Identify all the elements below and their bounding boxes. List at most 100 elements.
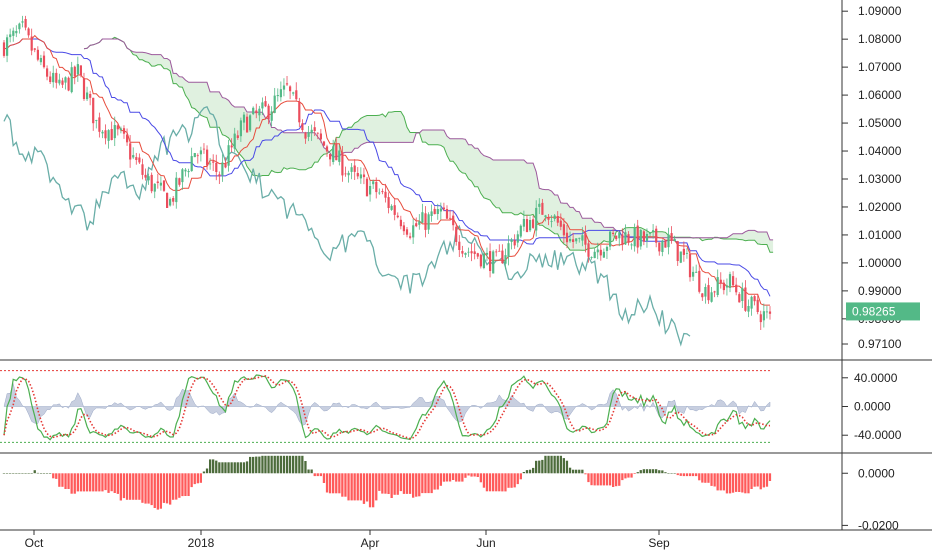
histogram-bar <box>648 469 652 474</box>
histogram-bar <box>98 473 101 492</box>
candle-body <box>221 162 224 176</box>
x-tick-label: Apr <box>361 536 380 550</box>
histogram-bar <box>488 473 492 492</box>
candle-body <box>507 243 510 257</box>
histogram-bar <box>252 456 255 474</box>
candle-body <box>473 251 476 254</box>
y-tick-label: 0.99000 <box>858 284 902 298</box>
histogram-bar <box>408 473 412 494</box>
candle-body <box>89 94 92 98</box>
histogram-bar <box>448 473 452 482</box>
candle-body <box>86 92 89 100</box>
senkou-span-a-line <box>83 36 774 253</box>
candle-body <box>427 214 430 230</box>
candle-body <box>430 211 433 216</box>
candle-body <box>433 208 436 215</box>
candle-body <box>292 92 295 94</box>
histogram-bar <box>372 473 375 508</box>
candle-body <box>445 209 449 219</box>
candle-body <box>329 154 332 160</box>
candle-body <box>178 178 181 185</box>
candle-body <box>2 42 6 56</box>
histogram-bar <box>73 473 76 494</box>
candle-body <box>569 239 572 242</box>
histogram-bar <box>307 469 310 474</box>
candle-body <box>553 215 556 219</box>
histogram-bar <box>768 473 772 481</box>
candle-body <box>642 231 645 242</box>
candle-body <box>276 95 279 97</box>
candle-body <box>325 146 329 152</box>
candle-body <box>624 232 627 245</box>
candle-body <box>82 78 86 99</box>
candle-body <box>375 181 378 193</box>
candle-body <box>52 72 55 83</box>
candle-body <box>747 306 750 312</box>
candle-body <box>126 134 129 143</box>
candle-body <box>482 253 485 268</box>
histogram-bar <box>24 473 27 474</box>
histogram-bar <box>249 456 252 474</box>
candle-body <box>73 66 76 77</box>
candle-body <box>147 176 150 181</box>
candle-body <box>470 251 473 254</box>
histogram-bar <box>396 473 399 495</box>
histogram-bar <box>522 472 525 474</box>
candle-body <box>365 178 369 197</box>
histogram-bar <box>528 469 532 474</box>
histogram-bar <box>33 470 36 474</box>
candle-body <box>618 232 621 239</box>
histogram-bar <box>138 473 141 500</box>
histogram-bar <box>92 473 95 492</box>
y-tick-label: 1.05000 <box>858 116 902 130</box>
histogram-bar <box>722 473 725 491</box>
candle-body <box>70 67 73 93</box>
candle-body <box>39 58 42 63</box>
candle-body <box>609 231 612 247</box>
candle-body <box>9 34 12 38</box>
histogram-bar <box>273 455 276 474</box>
histogram-bar <box>485 473 489 492</box>
candle-body <box>741 288 744 301</box>
histogram-bar <box>276 455 279 474</box>
histogram-bar <box>716 473 719 491</box>
histogram-bar <box>725 473 729 494</box>
candle-body <box>372 181 375 185</box>
histogram-bar <box>728 473 732 494</box>
histogram-bar <box>378 473 381 491</box>
histogram-bar <box>464 473 467 478</box>
histogram-bar <box>458 473 461 482</box>
candle-body <box>399 219 402 227</box>
candle-body <box>246 116 249 133</box>
candle-body <box>282 85 286 90</box>
candle-body <box>55 72 58 83</box>
histogram-bar <box>288 455 292 474</box>
histogram-bar <box>744 473 747 494</box>
candle-body <box>304 132 307 139</box>
candle-body <box>559 220 562 227</box>
candle-body <box>679 251 682 263</box>
histogram-bar <box>562 458 565 474</box>
histogram-bar <box>199 473 202 483</box>
candle-body <box>412 225 415 238</box>
candle-body <box>273 95 276 113</box>
candle-body <box>153 183 156 192</box>
candle-body <box>455 226 458 242</box>
histogram-bar <box>608 473 612 486</box>
histogram-bar <box>556 455 559 474</box>
histogram-bar <box>196 473 199 484</box>
histogram-bar <box>525 470 529 474</box>
histogram-bar <box>341 473 344 497</box>
candle-body <box>461 251 464 254</box>
candle-body <box>196 155 199 157</box>
histogram-bar <box>150 473 153 506</box>
histogram-bar <box>316 473 319 477</box>
candle-body <box>79 65 82 76</box>
histogram-bar <box>42 473 46 474</box>
candle-body <box>759 314 762 323</box>
histogram-bar <box>15 473 18 474</box>
histogram-bar <box>747 473 750 494</box>
histogram-bar <box>667 473 670 474</box>
candle-body <box>64 77 67 83</box>
